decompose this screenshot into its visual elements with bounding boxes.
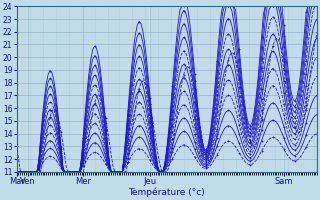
X-axis label: Température (°c): Température (°c)	[129, 188, 205, 197]
